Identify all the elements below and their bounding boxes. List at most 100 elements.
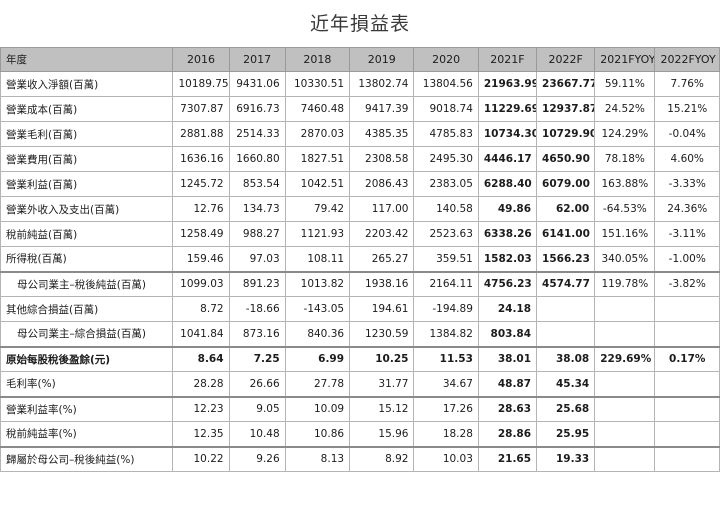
table-cell: 8.13 xyxy=(284,445,351,472)
table-row: 稅前純益率(%) 12.35 10.48 10.86 15.96 18.28 28.86 25… xyxy=(0,421,720,447)
page-title: 近年損益表 xyxy=(309,13,410,35)
table-cell: 62.00 xyxy=(536,196,596,222)
table-row: 稅前純益(百萬) 1258.49 988.27 1121.93 2203.42 2523.… xyxy=(0,221,720,247)
table-cell: 38.01 xyxy=(477,345,538,372)
table-row: 營業外收入及支出(百萬) 12.76 134.73 79.42 117.00 140.58… xyxy=(0,196,720,222)
table-cell: 2086.43 xyxy=(349,171,415,197)
table-cell-empty xyxy=(594,445,656,472)
column-header-2020: 2020 xyxy=(413,47,479,72)
column-header-2016: 2016 xyxy=(172,47,230,72)
table-cell: 10.09 xyxy=(284,395,351,422)
column-header-2022f: 2022F xyxy=(536,47,596,72)
table-cell: 45.34 xyxy=(536,371,596,397)
column-header-2019: 2019 xyxy=(349,47,415,72)
table-cell: 25.68 xyxy=(536,395,596,422)
table-cell: 11.53 xyxy=(413,345,479,372)
table-cell: 359.51 xyxy=(413,246,479,272)
table-cell: 10.86 xyxy=(284,421,351,447)
table-row: 營業利益(百萬) 1245.72 853.54 1042.51 2086.43 2383.… xyxy=(0,171,720,197)
row-label: 所得稅(百萬) xyxy=(0,246,174,272)
table-cell: 21963.99 xyxy=(477,71,538,97)
row-label: 營業利益(百萬) xyxy=(0,171,174,197)
table-cell: 140.58 xyxy=(413,196,479,222)
table-cell-empty xyxy=(594,371,656,397)
table-cell: 4756.23 xyxy=(477,270,538,297)
table-cell: 4785.83 xyxy=(413,121,479,147)
table-cell: 6079.00 xyxy=(536,171,596,197)
table-cell: 163.88% xyxy=(594,171,656,197)
table-cell: 119.78% xyxy=(594,270,656,297)
table-cell-empty xyxy=(654,371,720,397)
table-cell: 1938.16 xyxy=(349,270,415,297)
table-cell: 27.78 xyxy=(284,371,351,397)
table-cell: 265.27 xyxy=(349,246,415,272)
table-cell: -18.66 xyxy=(228,296,286,322)
table-cell: 6288.40 xyxy=(477,171,538,197)
row-label: 毛利率(%) xyxy=(0,371,174,397)
table-cell-empty xyxy=(594,296,656,322)
table-body: 營業收入淨額(百萬) 10189.75 9431.06 10330.51 13802.7… xyxy=(0,71,720,472)
table-cell-empty xyxy=(594,321,656,347)
row-label: 營業成本(百萬) xyxy=(0,96,174,122)
table-cell: 9431.06 xyxy=(228,71,286,97)
table-cell: 2164.11 xyxy=(413,270,479,297)
table-cell: 8.64 xyxy=(172,345,230,372)
row-label: 原始每股稅後盈餘(元) xyxy=(0,345,174,372)
table-cell: 2203.42 xyxy=(349,221,415,247)
table-cell: 15.96 xyxy=(349,421,415,447)
table-cell: 9.26 xyxy=(228,445,286,472)
table-cell: 10.25 xyxy=(349,345,415,372)
table-row: 母公司業主–綜合損益(百萬) 1041.84 873.16 840.36 1230.59… xyxy=(0,321,720,347)
table-cell: 12937.87 xyxy=(536,96,596,122)
table-cell: 9417.39 xyxy=(349,96,415,122)
table-header: 年度 2016 2017 2018 2019 2020 2021F 2022F … xyxy=(0,47,720,72)
table-cell: 23667.77 xyxy=(536,71,596,97)
table-cell: 12.76 xyxy=(172,196,230,222)
table-cell: 24.52% xyxy=(594,96,656,122)
table-cell: 1245.72 xyxy=(172,171,230,197)
table-cell: 2523.63 xyxy=(413,221,479,247)
row-label: 營業收入淨額(百萬) xyxy=(0,71,174,97)
table-cell: 7.25 xyxy=(228,345,286,372)
table-cell: 1258.49 xyxy=(172,221,230,247)
row-label: 營業外收入及支出(百萬) xyxy=(0,196,174,222)
table-cell: 6338.26 xyxy=(477,221,538,247)
table-cell: 803.84 xyxy=(477,321,538,347)
table-header-row: 年度 2016 2017 2018 2019 2020 2021F 2022F … xyxy=(0,47,720,72)
table-row: 歸屬於母公司–稅後純益(%) 10.22 9.26 8.13 8.92 10.03 21.6… xyxy=(0,445,720,472)
table-cell: 10729.90 xyxy=(536,121,596,147)
table-cell-empty xyxy=(654,421,720,447)
table-cell: 1636.16 xyxy=(172,146,230,172)
column-header-2022fyoy: 2022FYOY xyxy=(654,47,720,72)
table-cell: 28.63 xyxy=(477,395,538,422)
table-cell: 10330.51 xyxy=(284,71,351,97)
table-cell-empty xyxy=(536,296,596,322)
table-cell: 151.16% xyxy=(594,221,656,247)
table-cell: 2495.30 xyxy=(413,146,479,172)
table-cell: 891.23 xyxy=(228,270,286,297)
table-cell: 2383.05 xyxy=(413,171,479,197)
table-cell: 28.28 xyxy=(172,371,230,397)
column-header-label: 年度 xyxy=(0,47,174,72)
table-cell: 4574.77 xyxy=(536,270,596,297)
income-statement-table: 年度 2016 2017 2018 2019 2020 2021F 2022F … xyxy=(0,47,720,472)
table-cell: 988.27 xyxy=(228,221,286,247)
table-cell: 7460.48 xyxy=(284,96,351,122)
table-cell: 9.05 xyxy=(228,395,286,422)
table-cell-empty xyxy=(594,421,656,447)
table-row: 原始每股稅後盈餘(元) 8.64 7.25 6.99 10.25 11.53 38.01 38… xyxy=(0,345,720,372)
column-header-2018: 2018 xyxy=(284,47,351,72)
column-header-2017: 2017 xyxy=(228,47,286,72)
table-cell: 124.29% xyxy=(594,121,656,147)
table-cell: 117.00 xyxy=(349,196,415,222)
table-row: 營業利益率(%) 12.23 9.05 10.09 15.12 17.26 28.63 25.… xyxy=(0,395,720,422)
table-cell-empty xyxy=(536,321,596,347)
table-cell-empty xyxy=(654,445,720,472)
table-cell: 18.28 xyxy=(413,421,479,447)
table-cell: 97.03 xyxy=(228,246,286,272)
table-cell: 19.33 xyxy=(536,445,596,472)
row-label: 母公司業主–稅後純益(百萬) xyxy=(0,270,174,297)
table-cell: 24.36% xyxy=(654,196,720,222)
table-row: 母公司業主–稅後純益(百萬) 1099.03 891.23 1013.82 1938.1… xyxy=(0,270,720,297)
table-row: 營業費用(百萬) 1636.16 1660.80 1827.51 2308.58 2495… xyxy=(0,146,720,172)
